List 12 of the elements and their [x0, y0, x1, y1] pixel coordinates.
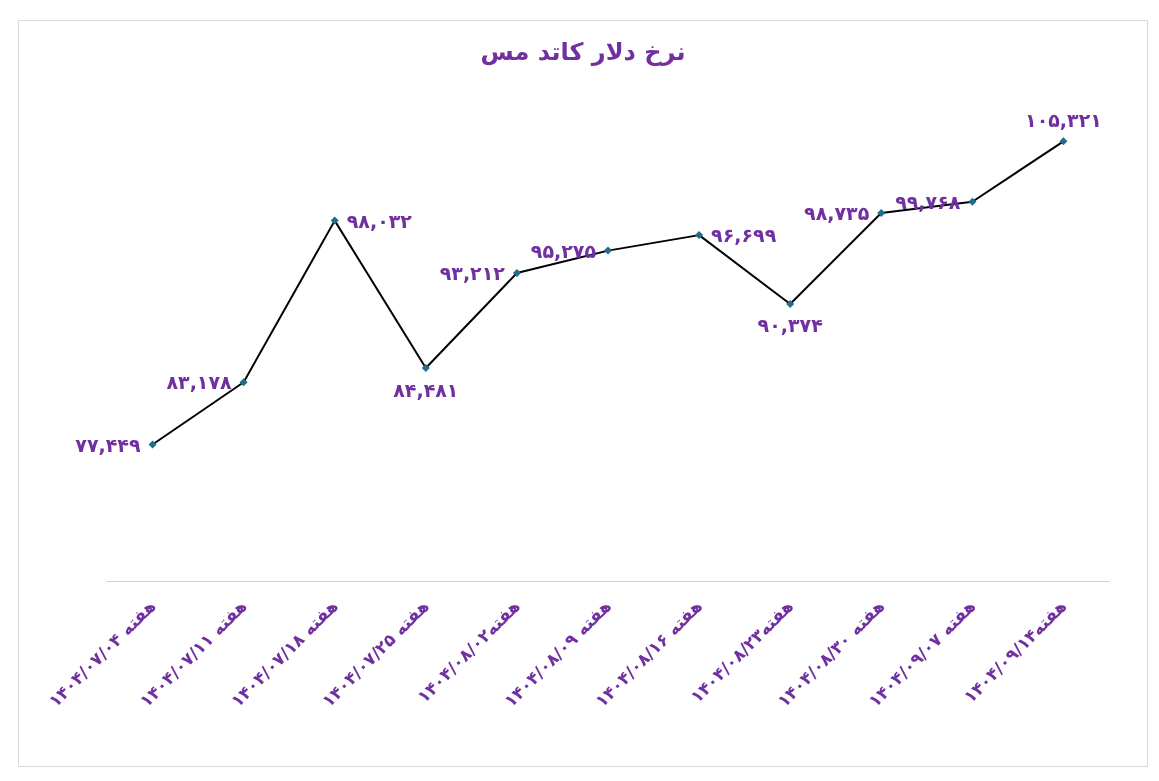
data-label: ۷۷,۴۴۹: [75, 433, 141, 456]
data-label: ۹۵,۲۷۵: [530, 239, 597, 262]
data-label: ۹۰,۳۷۴: [757, 314, 823, 337]
data-label: ۸۴,۴۸۱: [393, 378, 459, 401]
data-label: ۹۶,۶۹۹: [711, 224, 777, 247]
data-label: ۹۸,۰۳۲: [346, 209, 413, 232]
chart-title: نرخ دلار کاتد مس: [480, 38, 686, 66]
data-label: ۹۹,۷۶۸: [895, 190, 961, 213]
data-label: ۸۳,۱۷۸: [166, 371, 233, 394]
data-label: ۹۳,۲۱۲: [439, 262, 506, 285]
data-label: ۹۸,۷۳۵: [804, 201, 870, 224]
data-label: ۱۰۵,۳۲۱: [1025, 108, 1102, 131]
